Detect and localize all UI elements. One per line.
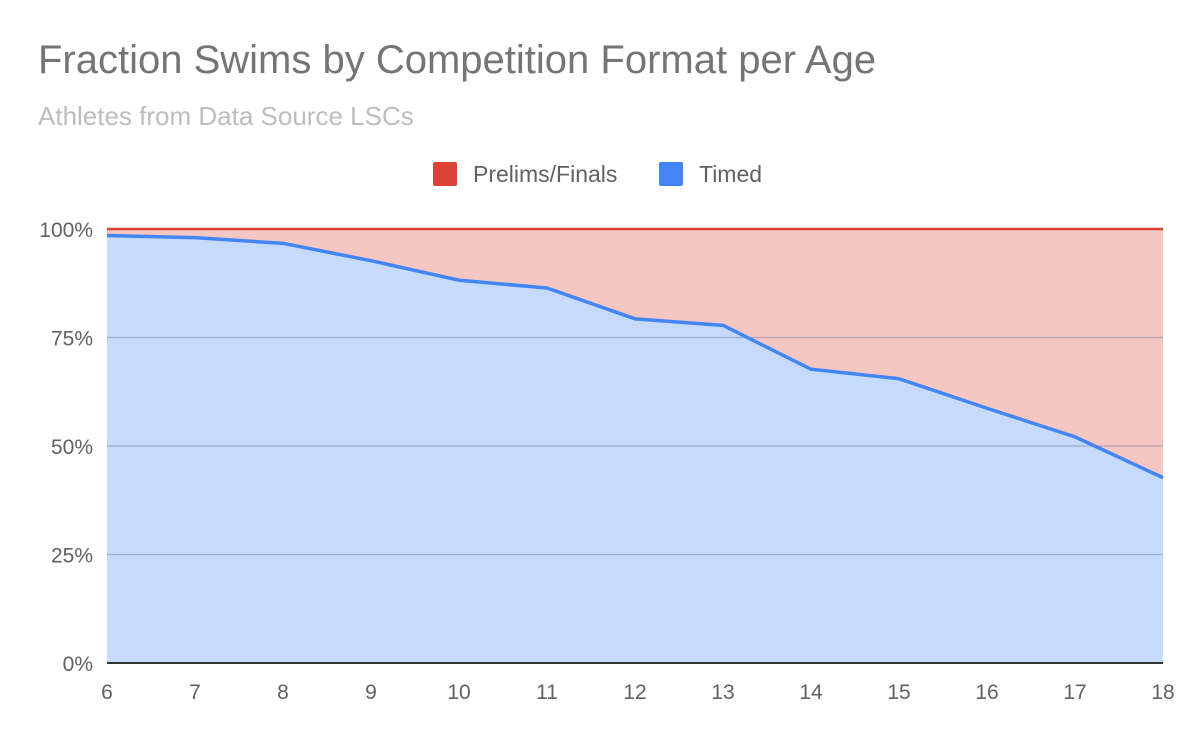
chart-subtitle: Athletes from Data Source LSCs [38,101,414,131]
x-tick-label: 8 [277,681,289,704]
x-tick-label: 10 [447,681,470,704]
legend-item-timed-label: Timed [699,161,762,187]
x-tick-label: 12 [623,681,646,704]
x-tick-label: 15 [887,681,910,704]
y-tick-label: 0% [63,653,93,676]
series-area-timed [107,235,1163,663]
chart-title: Fraction Swims by Competition Format per… [38,38,877,82]
x-tick-label: 14 [799,681,823,704]
legend-item-timed-swatch [659,162,683,186]
x-tick-label: 18 [1151,681,1174,704]
x-tick-label: 9 [365,681,377,704]
x-tick-label: 16 [975,681,998,704]
x-tick-label: 7 [189,681,201,704]
series-line-timed [106,233,1164,480]
y-tick-label: 25% [51,545,93,568]
y-tick-label: 50% [51,436,93,459]
y-tick-label: 75% [51,328,93,351]
x-tick-label: 13 [711,681,734,704]
x-tick-label: 6 [101,681,113,704]
legend-item-prelims-finals-swatch [433,162,457,186]
x-tick-label: 17 [1063,681,1086,704]
legend-item-prelims-finals-label: Prelims/Finals [473,161,617,187]
x-tick-label: 11 [536,681,558,704]
y-tick-label: 100% [39,219,93,242]
